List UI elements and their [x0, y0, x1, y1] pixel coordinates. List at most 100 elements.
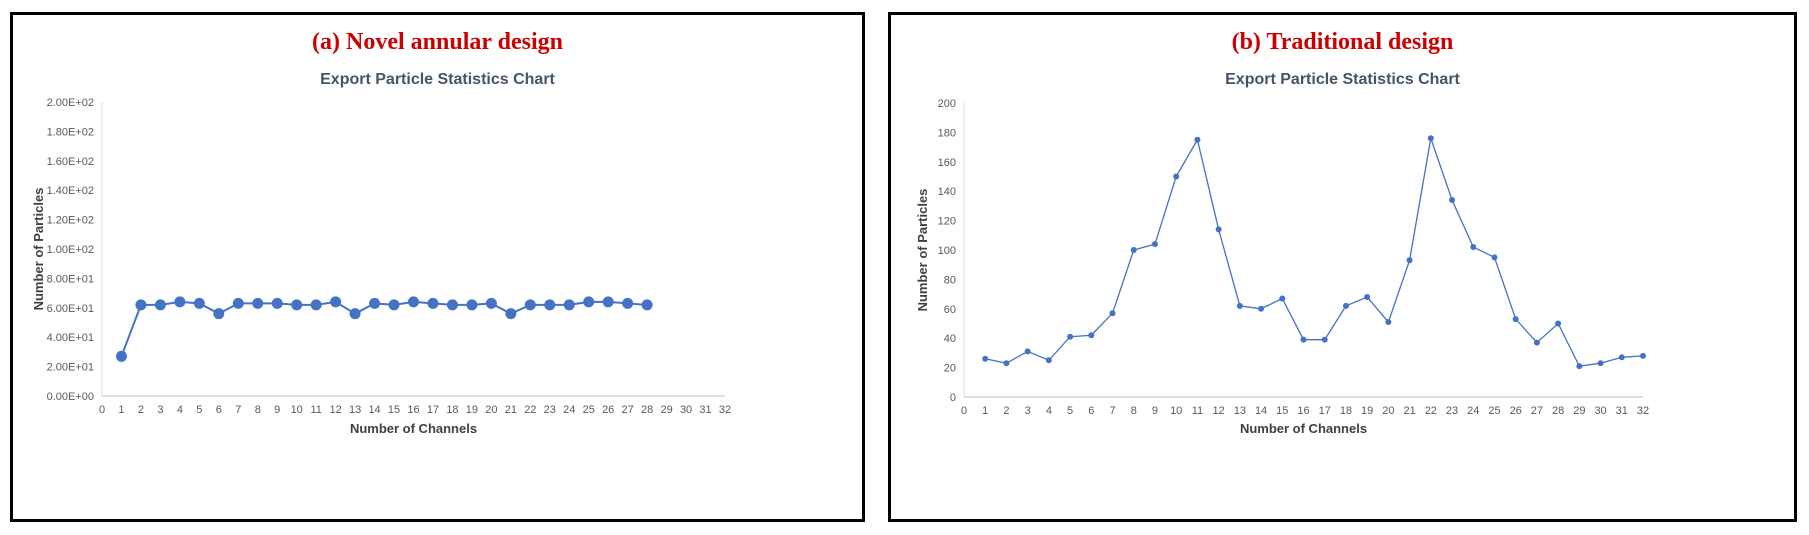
data-point: [1194, 136, 1201, 143]
data-point: [1003, 360, 1010, 367]
y-tick-label: 1.80E+02: [47, 126, 94, 138]
x-tick-label: 14: [368, 404, 380, 416]
data-point: [505, 308, 517, 320]
y-tick-label: 180: [938, 127, 956, 139]
data-point: [369, 297, 381, 309]
y-tick-label: 20: [944, 363, 956, 375]
x-tick-label: 17: [427, 404, 439, 416]
x-tick-label: 12: [1213, 405, 1225, 417]
x-tick-label: 6: [1088, 405, 1094, 417]
x-tick-label: 12: [330, 404, 342, 416]
data-point: [1300, 336, 1307, 343]
data-point: [1279, 295, 1286, 302]
data-point: [213, 308, 225, 320]
data-point: [271, 297, 283, 309]
data-point: [1024, 348, 1031, 355]
x-tick-label: 3: [157, 404, 163, 416]
data-point: [563, 299, 575, 311]
x-tick-label: 27: [622, 404, 634, 416]
data-point: [1151, 241, 1158, 248]
data-point: [154, 299, 166, 311]
y-tick-label: 40: [944, 333, 956, 345]
x-axis-title: Number of Channels: [1240, 421, 1367, 436]
x-tick-label: 5: [1067, 405, 1073, 417]
x-tick-label: 26: [1510, 405, 1522, 417]
data-point: [1321, 336, 1328, 343]
x-tick-label: 5: [196, 404, 202, 416]
data-point: [174, 296, 186, 308]
y-axis-title: Number of Particles: [31, 188, 46, 311]
x-tick-label: 16: [1297, 405, 1309, 417]
data-point: [310, 299, 322, 311]
x-tick-label: 32: [1637, 405, 1649, 417]
data-point: [252, 297, 264, 309]
x-tick-label: 25: [583, 404, 595, 416]
y-tick-label: 60: [944, 304, 956, 316]
data-point: [388, 299, 400, 311]
x-tick-label: 0: [961, 405, 967, 417]
data-point: [193, 297, 205, 309]
data-point: [1088, 332, 1095, 339]
x-tick-label: 19: [466, 404, 478, 416]
x-tick-label: 15: [1276, 405, 1288, 417]
y-tick-label: 140: [938, 186, 956, 198]
data-point: [1470, 244, 1477, 251]
data-point: [544, 299, 556, 311]
data-point: [1045, 357, 1052, 364]
data-point: [485, 297, 497, 309]
x-tick-label: 21: [505, 404, 517, 416]
data-point: [1215, 226, 1222, 233]
y-tick-label: 1.60E+02: [47, 156, 94, 168]
x-tick-label: 10: [291, 404, 303, 416]
y-tick-label: 1.00E+02: [47, 244, 94, 256]
data-point: [1427, 135, 1434, 142]
data-point: [1130, 247, 1137, 253]
data-point: [641, 299, 653, 311]
y-tick-label: 0: [950, 392, 956, 404]
x-tick-label: 26: [602, 404, 614, 416]
data-point: [1385, 319, 1392, 326]
x-tick-label: 27: [1531, 405, 1543, 417]
x-tick-label: 28: [641, 404, 653, 416]
x-tick-label: 19: [1361, 405, 1373, 417]
chart-panel-a: (a) Novel annular design Export Particle…: [10, 12, 865, 522]
y-tick-label: 160: [938, 157, 956, 169]
data-point: [1109, 310, 1116, 317]
series-line: [985, 138, 1644, 367]
chart-title: Export Particle Statistics Chart: [1225, 71, 1460, 88]
data-point: [135, 299, 147, 311]
data-point: [1533, 339, 1540, 346]
data-point: [232, 297, 244, 309]
data-point: [466, 299, 478, 311]
y-tick-label: 1.20E+02: [47, 215, 94, 227]
series-line: [120, 300, 648, 357]
panel-heading: (a) Novel annular design: [312, 29, 563, 55]
data-point: [115, 350, 127, 362]
x-tick-label: 24: [563, 404, 575, 416]
x-tick-label: 15: [388, 404, 400, 416]
data-point: [622, 297, 634, 309]
x-tick-label: 3: [1025, 405, 1031, 417]
data-point: [1555, 320, 1562, 327]
x-tick-label: 32: [719, 404, 731, 416]
y-tick-label: 80: [944, 274, 956, 286]
chart-title: Export Particle Statistics Chart: [320, 71, 555, 88]
data-point: [1342, 302, 1349, 309]
x-tick-label: 1: [982, 405, 988, 417]
data-point: [524, 299, 536, 311]
y-tick-label: 2.00E+01: [47, 362, 94, 374]
data-point: [1258, 305, 1265, 312]
chart-panel-b: (b) Traditional design Export Particle S…: [888, 12, 1797, 522]
x-axis-title: Number of Channels: [350, 421, 477, 436]
data-point: [427, 297, 439, 309]
y-axis-title: Number of Particles: [915, 189, 930, 312]
data-point: [349, 308, 361, 320]
x-tick-label: 31: [699, 404, 711, 416]
x-tick-label: 11: [1192, 405, 1203, 417]
y-tick-label: 4.00E+01: [47, 332, 94, 344]
x-tick-label: 22: [524, 404, 536, 416]
chart-svg: 0.00E+00 2.00E+01 4.00E+01 6.00E+01 8.00E+01…: [31, 97, 731, 436]
data-point: [1364, 294, 1371, 301]
data-point: [1236, 302, 1243, 309]
x-tick-label: 29: [1573, 405, 1585, 417]
